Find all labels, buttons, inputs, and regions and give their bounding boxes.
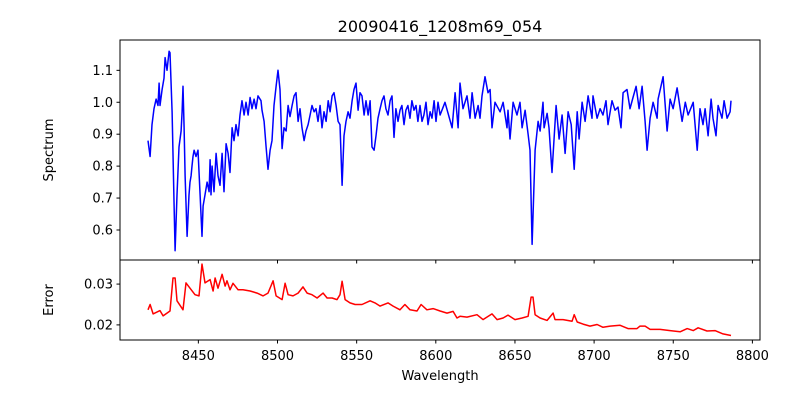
spectrum-y-tick-label: 0.9	[92, 128, 113, 143]
error-series-line	[147, 263, 732, 337]
error-x-tick-label: 8750	[657, 349, 690, 364]
y-axis-label-spectrum: Spectrum	[42, 119, 57, 182]
spectrum-y-tick-label: 0.7	[92, 192, 113, 207]
error-y-tick-label: 0.02	[84, 318, 113, 333]
error-x-tick-label: 8700	[578, 349, 611, 364]
chart-title: 20090416_1208m69_054	[338, 17, 543, 37]
error-x-tick-label: 8450	[182, 349, 215, 364]
spectrum-y-tick-label: 1.1	[92, 64, 113, 79]
error-x-tick-label: 8800	[736, 349, 769, 364]
error-x-tick-label: 8550	[340, 349, 373, 364]
error-x-tick-label: 8650	[498, 349, 531, 364]
x-axis-label: Wavelength	[401, 369, 478, 384]
error-x-tick-label: 8600	[419, 349, 452, 364]
error-y-tick-label: 0.03	[84, 278, 113, 293]
spectrum-y-tick-label: 1.0	[92, 96, 113, 111]
y-axis-label-error: Error	[42, 284, 57, 316]
error-x-tick-label: 8500	[261, 349, 294, 364]
error-axes-frame	[119, 259, 761, 341]
spectrum-y-tick-label: 0.6	[92, 223, 113, 238]
spectrum-series-line	[147, 50, 732, 252]
spectrum-y-tick-label: 0.8	[92, 160, 113, 175]
error-panel: 0.02 0.03 8450 8500 8550 8600 8650 8700 8750 8800	[84, 259, 769, 364]
